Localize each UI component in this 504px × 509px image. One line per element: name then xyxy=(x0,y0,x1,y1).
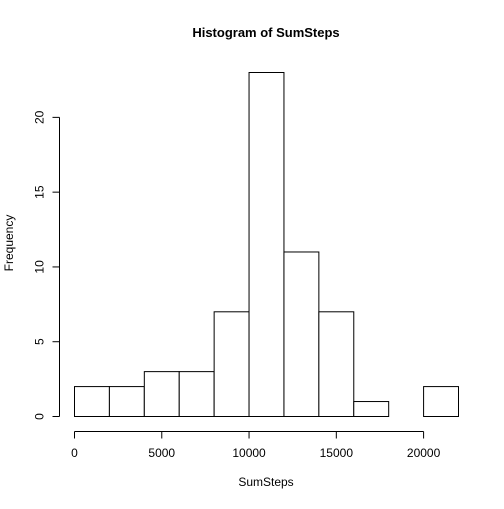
histogram-bar xyxy=(108,386,145,417)
histogram-bar xyxy=(318,311,355,418)
x-axis: 0 5000 10000 15000 20000 xyxy=(71,431,441,460)
x-axis-label: SumSteps xyxy=(238,475,293,489)
histogram-bar xyxy=(143,371,180,417)
histogram-bar xyxy=(248,72,285,417)
histogram-bar xyxy=(423,386,460,417)
x-tick-label: 5000 xyxy=(148,446,175,460)
histogram-bar xyxy=(353,401,390,418)
chart-title: Histogram of SumSteps xyxy=(192,25,339,40)
y-axis: 0 5 10 15 20 xyxy=(33,110,60,420)
y-axis-label: Frequency xyxy=(2,215,16,272)
x-tick-label: 0 xyxy=(71,446,78,460)
histogram-bar xyxy=(178,371,215,417)
y-tick-label: 0 xyxy=(33,413,47,420)
histogram-bar xyxy=(74,386,110,417)
y-tick-label: 20 xyxy=(33,110,47,124)
x-tick-label: 10000 xyxy=(232,446,266,460)
histogram-bar xyxy=(213,311,250,418)
histogram-bars xyxy=(74,72,460,418)
y-tick-label: 15 xyxy=(33,185,47,199)
x-tick-label: 20000 xyxy=(407,446,441,460)
x-tick-label: 15000 xyxy=(320,446,354,460)
y-tick-label: 10 xyxy=(33,260,47,274)
y-tick-label: 5 xyxy=(33,338,47,345)
histogram-bar xyxy=(283,251,320,417)
